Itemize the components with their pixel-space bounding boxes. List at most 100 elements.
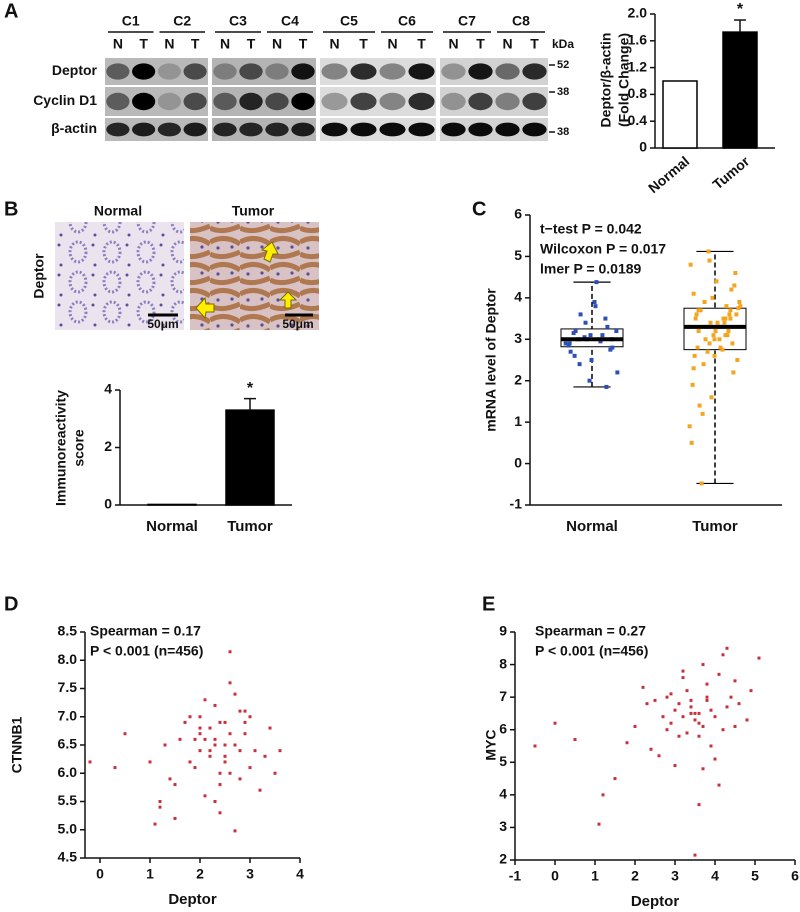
point [707,341,712,346]
point [712,353,717,358]
x-axis-label: Deptor [168,891,216,908]
point [113,766,117,770]
blot-column: C8 [512,13,530,29]
point [613,777,617,781]
point [573,737,577,741]
point [553,721,557,725]
point [721,653,725,657]
point [697,403,702,408]
blot-band [408,63,435,80]
point [691,366,696,371]
point [730,341,735,346]
point [696,329,701,333]
point [681,715,685,719]
x-tick-label: 1 [146,866,154,882]
y-tick-label: 6 [499,720,507,736]
blot-band [213,63,237,80]
point [233,829,237,833]
point [582,335,587,340]
point [725,705,729,709]
blot-band [350,122,377,137]
blot-lane: T [417,36,426,52]
blot-band [522,63,547,80]
point [729,287,734,292]
blot-column: C5 [340,13,358,29]
point [228,771,232,775]
point [692,353,697,358]
point [213,743,217,747]
point [721,316,726,321]
point [533,744,537,748]
blot-band [265,122,289,137]
point [657,754,661,758]
point [645,702,649,706]
point [735,358,740,362]
blot-lane: N [272,36,282,52]
point [625,741,629,745]
blot-band [441,63,466,80]
point [665,695,669,699]
point [228,650,232,654]
x-tick-label: 3 [671,868,679,884]
point [737,300,742,304]
point [709,708,713,712]
blot-marker: 52 [557,59,569,71]
y-tick-label: 4 [499,786,507,802]
annotation: P < 0.001 (n=456) [535,643,648,659]
point [712,337,717,342]
y-tick-label: 6.5 [58,736,78,752]
y-tick-label: 5 [514,247,522,263]
point [566,343,571,348]
blot-column: C6 [398,13,416,29]
point [597,822,601,826]
point [693,711,697,715]
blot-band [522,92,547,111]
y-axis-label: score [71,429,87,467]
point [727,312,732,317]
y-tick-label: 3 [514,330,522,346]
x-tick-label: 5 [751,868,759,884]
y-tick-label: 4.5 [58,849,78,865]
y-tick-label: -1 [510,496,523,512]
x-tick-label: 4 [711,868,719,884]
point [729,695,733,699]
blot-band [213,122,237,137]
point [697,803,701,807]
point [198,749,202,753]
x-tick-label: Tumor [692,518,738,535]
y-tick-label: 4 [104,381,112,397]
x-tick-label: 1 [591,868,599,884]
point [722,320,727,325]
point [213,703,217,707]
blot-column: C2 [173,13,191,29]
y-tick-label: 0 [639,139,647,155]
blot-band [379,92,406,111]
point [123,732,127,736]
y-tick-label: 7.0 [58,707,78,723]
point [661,715,665,719]
point [689,440,694,445]
point [603,316,608,321]
point [88,760,92,764]
blot-row-label: β-actin [51,120,97,136]
point [223,760,227,764]
x-tick-label: 2 [196,866,204,882]
point [228,732,232,736]
blot-band [350,63,377,80]
point [705,698,709,702]
point [728,316,733,321]
blot-band [132,63,156,80]
point [568,349,573,354]
y-tick-label: 2 [104,438,112,454]
point [728,308,733,313]
arrows [195,241,298,320]
point [677,702,681,706]
point [697,721,701,725]
blot-band [379,122,406,137]
point [203,794,207,798]
point [749,689,753,693]
y-tick-label: 5.5 [58,792,78,808]
point [203,698,207,702]
blot-band [321,92,348,111]
y-tick-label: 6.0 [58,764,78,780]
